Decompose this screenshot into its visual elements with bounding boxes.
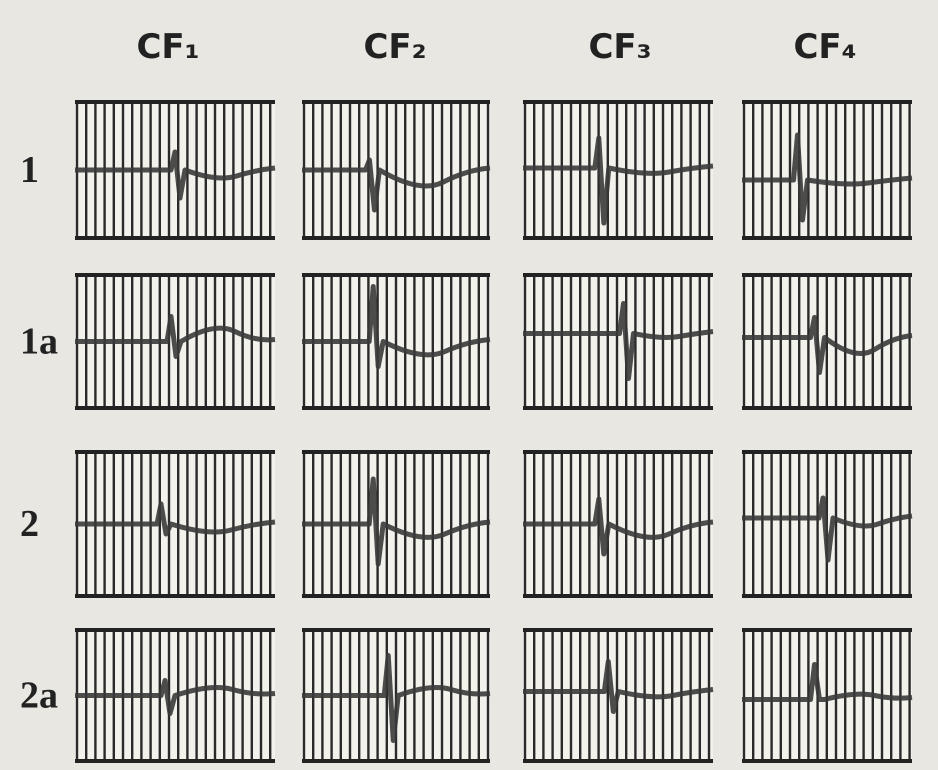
ecg-panel xyxy=(742,100,912,240)
column-label: CF₄ xyxy=(793,27,856,67)
ecg-panel xyxy=(75,628,275,763)
column-label: CF₁ xyxy=(136,27,199,67)
ecg-panel xyxy=(302,450,490,598)
page: 11a22aCF₁CF₂CF₃CF₄ (() => { const data =… xyxy=(0,0,938,770)
ecg-panel xyxy=(742,450,912,598)
column-label: CF₃ xyxy=(588,27,651,67)
ecg-panel xyxy=(742,273,912,410)
ecg-panel xyxy=(742,628,912,763)
row-label: 2 xyxy=(20,503,39,545)
ecg-panel xyxy=(523,628,713,763)
column-label: CF₂ xyxy=(363,27,426,67)
ecg-panel xyxy=(523,450,713,598)
ecg-panel xyxy=(302,100,490,240)
row-label: 1a xyxy=(20,321,58,363)
ecg-panel xyxy=(523,273,713,410)
ecg-panel xyxy=(75,273,275,410)
row-label: 1 xyxy=(20,149,39,191)
row-label: 2a xyxy=(20,675,58,717)
ecg-panel xyxy=(302,628,490,763)
ecg-panel xyxy=(75,100,275,240)
figure: 1 1a 2 2a CF₁ CF₂ CF₃ CF₄ xyxy=(0,0,938,770)
ecg-panel xyxy=(302,273,490,410)
ecg-panel xyxy=(523,100,713,240)
ecg-panel xyxy=(75,450,275,598)
